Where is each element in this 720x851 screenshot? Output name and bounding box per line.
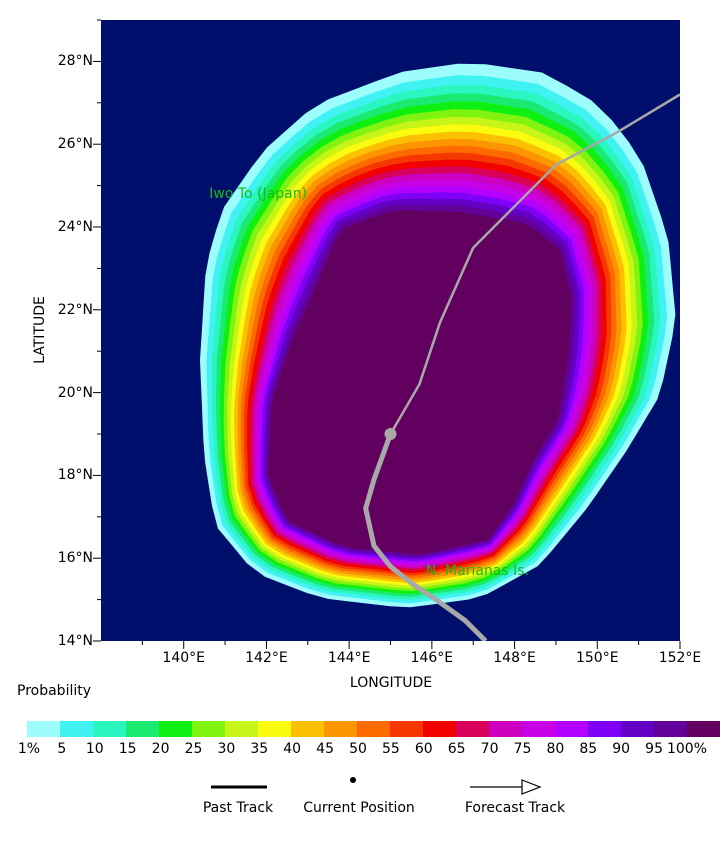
lon-tick-label: 148°E	[493, 650, 536, 666]
colorbar-label: 85	[579, 741, 598, 757]
colorbar-swatch	[258, 721, 291, 737]
colorbar-swatch	[522, 721, 555, 737]
lon-tick-label: 142°E	[245, 650, 288, 666]
colorbar-label: 70	[480, 741, 499, 757]
past-track-key-label: Past Track	[202, 800, 274, 816]
colorbar-swatch	[423, 721, 456, 737]
colorbar-swatch	[390, 721, 423, 737]
lat-tick-label: 18°N	[57, 467, 93, 484]
colorbar-swatch	[621, 721, 654, 737]
colorbar-label: 45	[316, 741, 335, 757]
lat-tick-label: 20°N	[57, 384, 93, 401]
storm-tracks	[363, 93, 680, 641]
colorbar-swatch	[324, 721, 357, 737]
colorbar-label: 50	[349, 741, 367, 757]
colorbar-swatch	[60, 721, 93, 737]
y-axis-title: LATITUDE	[32, 296, 48, 364]
x-axis-title: LONGITUDE	[349, 675, 433, 691]
colorbar-swatch	[555, 721, 588, 737]
colorbar-label: 35	[250, 741, 269, 757]
colorbar-swatch	[489, 721, 522, 737]
colorbar-label: 75	[513, 741, 532, 757]
colorbar-label: 20	[151, 741, 170, 757]
current-position-key-dot	[350, 777, 356, 783]
lon-tick-label: 140°E	[162, 650, 205, 666]
probability-contours	[200, 63, 676, 608]
axis-ticks	[93, 19, 681, 649]
lon-tick-label: 152°E	[658, 650, 702, 666]
colorbar-swatch	[225, 721, 258, 737]
colorbar-swatch	[126, 721, 159, 737]
lat-tick-label: 16°N	[57, 550, 93, 567]
colorbar-label: 10	[85, 741, 104, 757]
colorbar-label: 1%	[17, 741, 41, 757]
lon-tick-label: 144°E	[327, 650, 371, 666]
colorbar-swatch	[159, 721, 192, 737]
colorbar-swatch	[588, 721, 621, 737]
colorbar-label: 100%	[666, 741, 708, 757]
colorbar-swatch	[654, 721, 687, 737]
current-position-marker	[384, 428, 397, 440]
colorbar-label: 15	[118, 741, 137, 757]
colorbar-label: 65	[447, 741, 466, 757]
colorbar-label: 40	[283, 741, 302, 757]
colorbar-label: 25	[184, 741, 203, 757]
colorbar-label: 60	[414, 741, 433, 757]
lat-tick-label: 28°N	[57, 53, 93, 70]
probability-colorbar	[27, 721, 720, 737]
colorbar-swatch	[291, 721, 324, 737]
lon-tick-label: 146°E	[410, 650, 454, 666]
colorbar-swatch	[192, 721, 225, 737]
legend-title: Probability	[17, 683, 92, 699]
forecast-track-line	[389, 93, 680, 435]
lat-tick-label: 26°N	[57, 136, 93, 153]
track-key-icons	[211, 777, 542, 795]
past-track-line	[363, 433, 488, 641]
lat-tick-label: 22°N	[57, 301, 93, 318]
current-position-key-label: Current Position	[303, 800, 415, 816]
colorbar-swatch	[93, 721, 126, 737]
colorbar-label: 80	[546, 741, 565, 757]
colorbar-swatch	[687, 721, 720, 737]
colorbar-label: 95	[645, 741, 664, 757]
forecast-track-key-arrow	[521, 779, 542, 795]
colorbar-label: 55	[381, 741, 400, 757]
colorbar-swatch	[27, 721, 60, 737]
place-label: N. Marianas Is.	[425, 562, 530, 579]
forecast-track-key-label: Forecast Track	[464, 800, 566, 816]
lat-tick-label: 14°N	[57, 633, 93, 649]
probability-map	[93, 19, 681, 649]
colorbar-swatch	[357, 721, 390, 737]
colorbar-label: 30	[217, 741, 236, 757]
colorbar-label: 5	[57, 741, 67, 757]
colorbar-label: 90	[612, 741, 631, 757]
lat-tick-label: 24°N	[57, 219, 93, 235]
colorbar-swatch	[456, 721, 489, 737]
place-label: Iwo To (Japan)	[209, 185, 308, 202]
lon-tick-label: 150°E	[575, 650, 619, 666]
